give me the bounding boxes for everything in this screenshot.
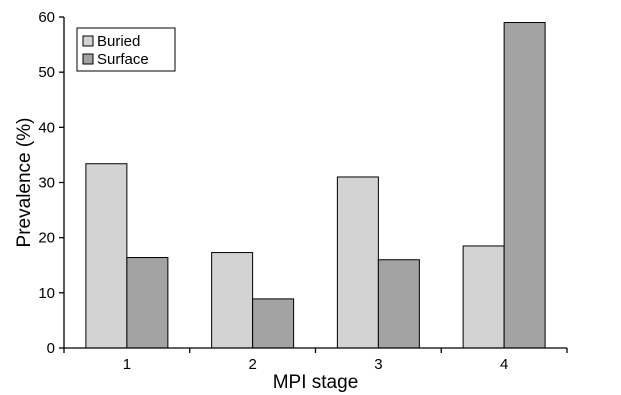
bar-surface-stage-3	[377, 259, 420, 349]
bar-surface-stage-2	[252, 298, 295, 349]
bar-surface-stage-1	[126, 257, 169, 349]
bars-layer	[85, 22, 546, 349]
legend-swatch-buried	[82, 35, 94, 47]
y-tick-label: 30	[38, 175, 55, 192]
x-ticks: 1 2 3 4	[63, 348, 568, 373]
bar-surface-stage-4	[503, 22, 546, 349]
bar-buried-stage-1	[85, 163, 128, 349]
bar-buried-stage-4	[462, 245, 505, 349]
x-axis-title: MPI stage	[273, 372, 359, 393]
y-tick-label: 10	[38, 285, 55, 302]
bar-buried-stage-3	[336, 176, 379, 349]
legend-swatch-surface	[82, 53, 94, 65]
x-tick-label: 4	[500, 356, 508, 373]
y-tick-label: 60	[38, 9, 55, 26]
legend-label-buried: Buried	[97, 33, 140, 50]
y-tick-label: 50	[38, 64, 55, 81]
x-tick-label: 1	[123, 356, 131, 373]
y-tick-label: 20	[38, 230, 55, 247]
legend-label-surface: Surface	[97, 51, 149, 68]
x-tick-label: 2	[248, 356, 256, 373]
x-tick-label: 3	[374, 356, 382, 373]
y-ticks: 0 10 20 30 40 50 60	[38, 9, 64, 357]
y-tick-label: 40	[38, 119, 55, 136]
y-tick-label: 0	[47, 340, 55, 357]
bar-buried-stage-2	[211, 252, 254, 349]
y-axis-title: Prevalence (%)	[14, 118, 35, 248]
